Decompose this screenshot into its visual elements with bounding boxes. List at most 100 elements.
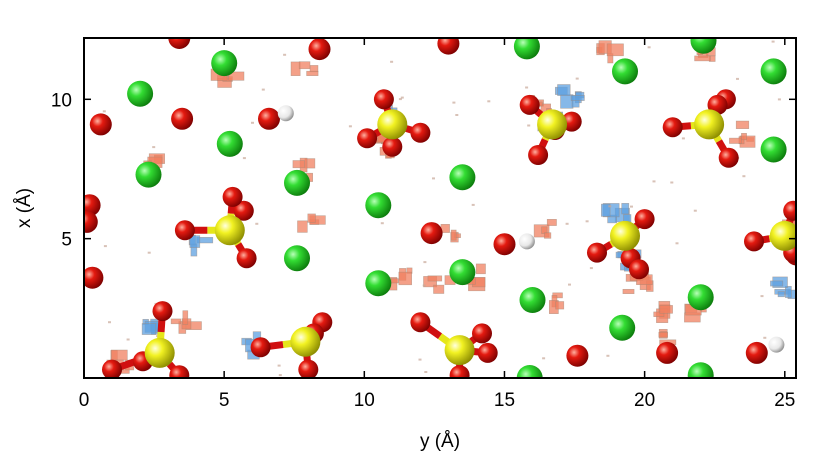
density-speck	[589, 267, 593, 270]
chlorine-atom	[449, 259, 476, 286]
density-speck	[585, 220, 589, 223]
sulfur-atom	[444, 335, 475, 366]
sulfate-oxygen-atom	[102, 359, 122, 378]
chlorine-atom	[211, 50, 238, 77]
density-speck	[542, 357, 546, 360]
sulfate-oxygen-atom	[629, 259, 649, 280]
sulfate-oxygen-atom	[528, 145, 549, 165]
positive-density-patch	[729, 120, 756, 148]
density-speck	[108, 321, 111, 324]
x-tick-label: 10	[354, 390, 375, 411]
density-speck	[380, 222, 384, 225]
chlorine-atom	[127, 80, 154, 107]
plot-frame	[83, 37, 797, 379]
density-speck	[565, 222, 569, 225]
chlorine-atom	[365, 270, 392, 297]
sulfur-atom	[144, 337, 175, 368]
density-speck	[278, 374, 282, 377]
density-speck	[693, 209, 697, 212]
sulfate-oxygen-atom	[373, 89, 394, 110]
chlorine-atom	[690, 38, 717, 54]
sulfur-atom	[377, 109, 408, 140]
y-axis-label: x (Å)	[14, 188, 35, 228]
density-speck	[424, 371, 428, 373]
density-speck	[242, 157, 246, 160]
positive-density-patch	[423, 275, 456, 294]
density-speck	[568, 283, 571, 286]
sulfate-oxygen-atom	[718, 147, 739, 168]
oxygen-atom	[258, 107, 280, 130]
sulfate-oxygen-atom	[634, 209, 655, 230]
oxygen-atom	[308, 38, 331, 61]
density-speck	[777, 98, 781, 101]
density-speck	[390, 60, 394, 63]
sulfate-oxygen-atom	[222, 186, 243, 207]
sulfur-atom	[769, 220, 796, 251]
negative-density-patch	[554, 84, 585, 109]
positive-density-patch	[548, 292, 565, 314]
density-speck	[575, 77, 579, 80]
x-tick-label: 15	[494, 390, 515, 411]
oxygen-atom	[656, 341, 679, 364]
sulfate-oxygen-atom	[236, 248, 257, 269]
sulfate-oxygen-atom	[152, 301, 173, 322]
chlorine-atom	[135, 161, 162, 188]
x-tick-label: 20	[634, 390, 655, 411]
density-speck	[606, 354, 610, 357]
positive-density-patch	[290, 61, 319, 77]
oxygen-atom	[89, 113, 112, 136]
x-tick-label: 5	[219, 390, 230, 411]
chlorine-atom	[519, 287, 546, 313]
density-speck	[147, 251, 151, 254]
density-speck	[681, 137, 685, 140]
density-speck	[630, 205, 633, 208]
chlorine-atom	[760, 136, 787, 163]
density-speck	[525, 86, 529, 89]
positive-density-patch	[297, 213, 326, 233]
oxygen-atom	[171, 107, 194, 130]
oxygen-atom	[437, 38, 460, 55]
sulfur-atom	[537, 109, 568, 140]
chlorine-atom	[687, 284, 714, 311]
sulfur-atom	[694, 109, 725, 140]
density-speck	[283, 53, 287, 56]
sulfate-oxygen-atom	[744, 231, 764, 252]
density-speck	[400, 96, 404, 99]
density-speck	[251, 121, 254, 124]
sulfate-oxygen-atom	[174, 220, 195, 241]
density-speck	[423, 261, 427, 264]
chlorine-atom	[687, 362, 714, 378]
plot-background	[84, 38, 796, 378]
positive-density-patch	[533, 219, 557, 239]
sulfate-oxygen-atom	[357, 128, 378, 149]
density-speck	[771, 40, 775, 43]
atom-layer	[84, 38, 796, 378]
chlorine-atom	[216, 130, 243, 157]
density-speck	[126, 338, 130, 341]
density-speck	[398, 98, 402, 101]
density-speck	[255, 222, 259, 225]
density-speck	[670, 181, 674, 184]
chlorine-atom	[516, 365, 543, 378]
chlorine-atom	[284, 245, 310, 272]
hydrogen-atom	[277, 105, 294, 122]
density-speck	[455, 114, 459, 116]
density-speck	[742, 175, 746, 178]
density-speck	[102, 110, 106, 113]
density-speck	[152, 146, 156, 149]
chlorine-atom	[612, 58, 638, 85]
chlorine-atom	[284, 169, 310, 196]
density-speck	[647, 46, 651, 49]
density-speck	[675, 242, 679, 245]
density-speck	[471, 203, 475, 206]
oxygen-atom	[84, 194, 101, 217]
sulfate-oxygen-atom	[587, 242, 607, 263]
positive-density-patch	[653, 300, 673, 323]
density-speck	[277, 364, 281, 367]
sulfate-oxygen-atom	[662, 117, 683, 138]
negative-density-patch	[770, 276, 796, 299]
positive-density-patch	[386, 267, 413, 291]
oxygen-atom	[566, 344, 589, 367]
oxygen-atom	[168, 38, 191, 49]
